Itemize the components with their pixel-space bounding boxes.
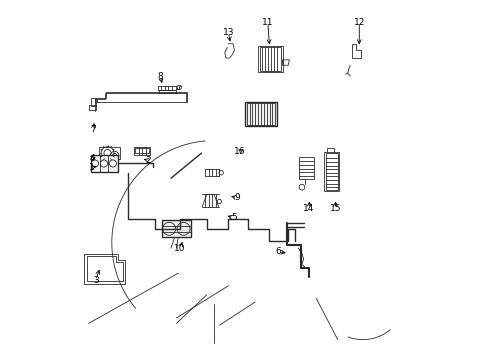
Bar — [298, 157, 313, 179]
Bar — [244, 102, 276, 126]
Text: 1: 1 — [89, 163, 95, 172]
Bar — [246, 103, 275, 125]
Text: 9: 9 — [234, 193, 240, 202]
Bar — [325, 153, 337, 190]
Bar — [162, 220, 191, 237]
Text: 14: 14 — [303, 204, 314, 213]
Text: 16: 16 — [234, 147, 245, 156]
Bar — [324, 152, 339, 192]
Bar — [135, 148, 148, 153]
Bar — [99, 147, 120, 159]
Text: 2: 2 — [144, 156, 150, 165]
Text: 5: 5 — [230, 213, 236, 222]
Text: 3: 3 — [93, 276, 99, 285]
Bar — [91, 155, 118, 172]
Text: 13: 13 — [222, 28, 234, 37]
Circle shape — [177, 222, 190, 235]
Bar — [88, 105, 96, 110]
Text: 8: 8 — [157, 72, 163, 81]
Text: 12: 12 — [353, 18, 364, 27]
Bar — [134, 147, 150, 155]
Bar — [259, 47, 281, 71]
Text: 15: 15 — [329, 204, 340, 213]
Text: 10: 10 — [174, 244, 185, 253]
Bar — [258, 45, 282, 72]
Text: 4: 4 — [89, 154, 95, 163]
Text: 11: 11 — [262, 18, 273, 27]
Text: 7: 7 — [90, 125, 96, 134]
Text: 6: 6 — [275, 247, 281, 256]
